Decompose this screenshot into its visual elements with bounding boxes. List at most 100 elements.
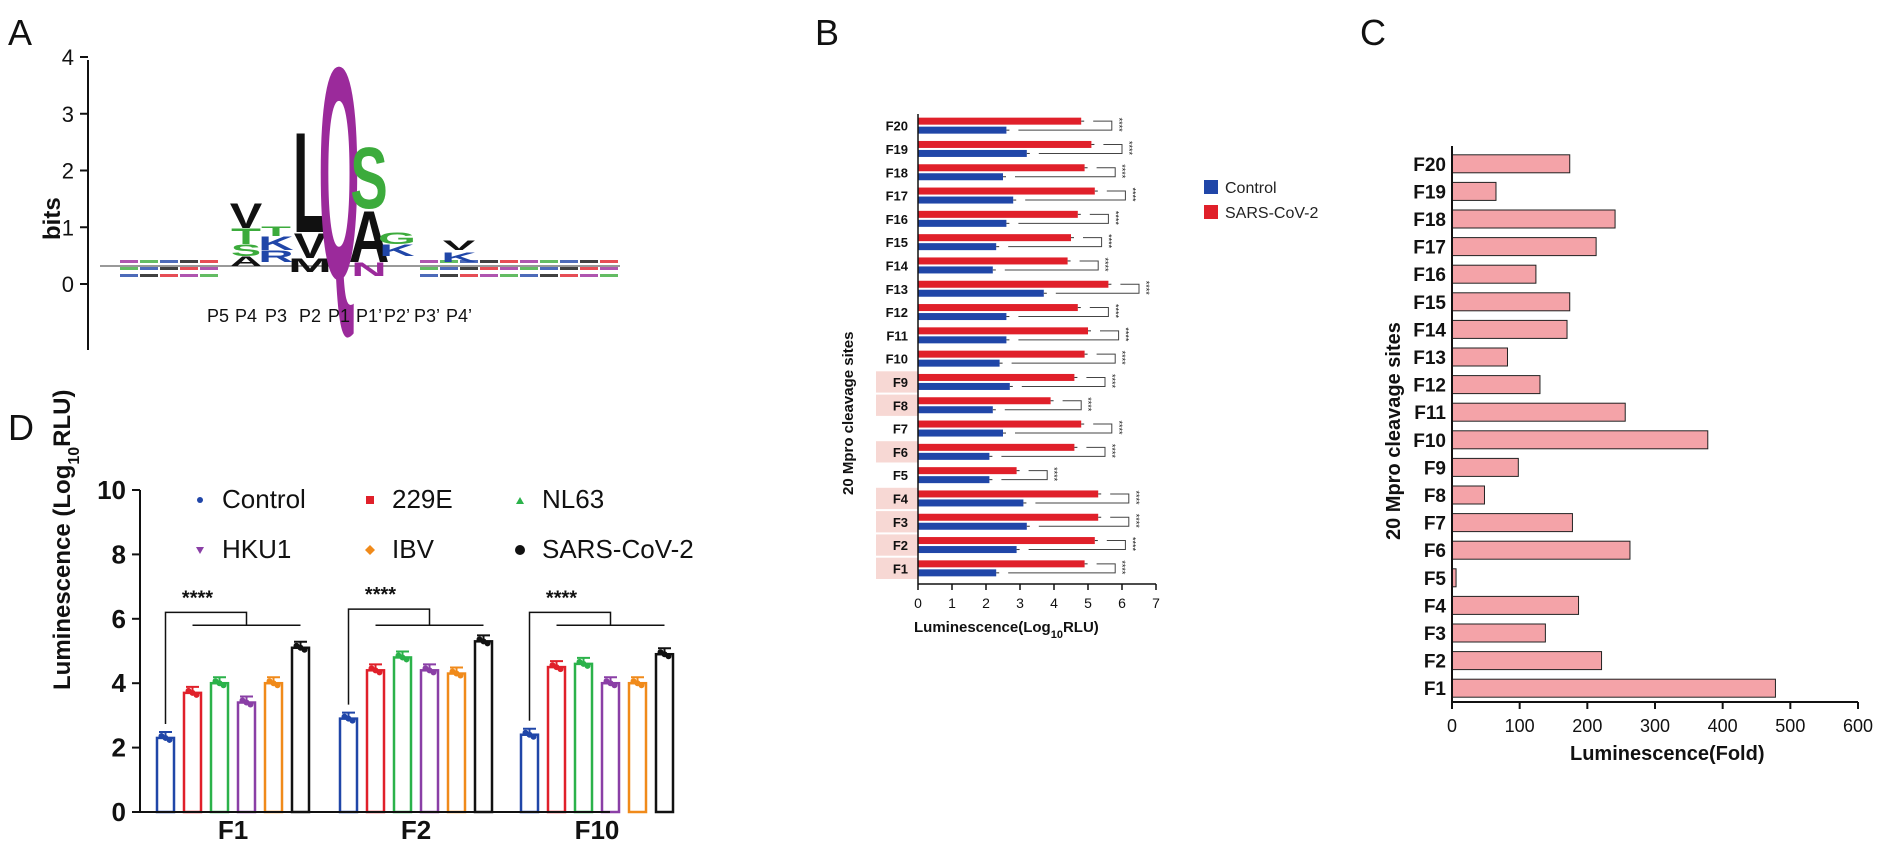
b-significance-f13: **** xyxy=(1141,281,1151,296)
logo-letter-p4-s: S xyxy=(231,242,261,260)
b-y-label: 20 Mpro cleavage sites xyxy=(840,332,857,495)
d-bar-ibv-f10 xyxy=(627,681,648,814)
b-bracket-f12 xyxy=(1018,307,1109,318)
d-bars xyxy=(155,634,675,814)
logo-y-ticks: 0 1 2 3 4 xyxy=(62,45,88,297)
b-bar-control-f4 xyxy=(918,499,1024,507)
logo-background-mark xyxy=(500,274,518,277)
logo-background-mark xyxy=(140,267,158,270)
d-bar-hku1-f2 xyxy=(419,669,440,814)
logo-background-mark xyxy=(180,260,198,263)
c-category-label-f17: F17 xyxy=(1413,238,1446,259)
c-bar-f7 xyxy=(1451,513,1573,533)
c-bar-f6 xyxy=(1451,540,1631,560)
d-point-sars-cov-2-f2 xyxy=(484,640,491,647)
logo-y-tick-label: 2 xyxy=(62,159,74,184)
b-category-label-f12: F12 xyxy=(886,305,908,320)
panel-b-bar-chart: 20 Mpro cleavage sites **** **** **** **** *… xyxy=(840,114,1318,641)
d-legend-label-control: Control xyxy=(222,484,306,514)
c-category-label-f1: F1 xyxy=(1424,679,1447,700)
d-point-hku1-f2 xyxy=(430,669,437,676)
b-bracket-f1 xyxy=(1008,563,1116,574)
c-x-tick-label-600: 600 xyxy=(1843,716,1873,736)
b-category-label-f13: F13 xyxy=(886,282,908,297)
d-legend-marker-control xyxy=(197,497,203,503)
b-significance: ****************************************… xyxy=(1001,118,1151,575)
b-significance-f14: **** xyxy=(1100,257,1110,272)
b-category-label-f4: F4 xyxy=(893,491,909,506)
b-highlight-f4 xyxy=(876,487,918,510)
b-bracket-f9 xyxy=(1021,376,1106,387)
logo-letter-p2-m: M xyxy=(288,255,332,276)
c-category-label-f13: F13 xyxy=(1413,348,1446,369)
logo-background-mark xyxy=(120,267,138,270)
d-bracket-f1 xyxy=(164,611,248,724)
logo-background-mark xyxy=(480,260,498,263)
logo-letter-p4-v: V xyxy=(230,196,263,236)
c-axes: F20F19F18F17F16F15F14F13F12F11F10F9F8F7F… xyxy=(1413,146,1873,736)
b-significance-f3: **** xyxy=(1131,514,1141,529)
logo-letter-p2-k: K xyxy=(379,241,414,259)
panel-label-d: D xyxy=(8,407,34,448)
c-x-tick-label-500: 500 xyxy=(1775,716,1805,736)
logo-background-mark xyxy=(580,274,598,277)
c-x-tick-label-400: 400 xyxy=(1708,716,1738,736)
logo-position-p2: P2’ xyxy=(384,306,410,326)
b-bracket-f2 xyxy=(1028,540,1126,551)
b-bracket-f20 xyxy=(1018,120,1113,131)
b-bar-control-f18 xyxy=(918,173,1003,181)
c-bars xyxy=(1451,154,1776,698)
b-significance-f5: **** xyxy=(1049,467,1059,482)
b-bar-sars-f5 xyxy=(918,467,1017,475)
logo-background-mark xyxy=(140,260,158,263)
c-x-tick-label-0: 0 xyxy=(1447,716,1457,736)
panel-label-a: A xyxy=(8,12,32,53)
d-bar-229e-f1 xyxy=(182,691,203,814)
b-bar-sars-f7 xyxy=(918,420,1082,428)
b-bar-control-f3 xyxy=(918,522,1027,530)
b-highlight-f9 xyxy=(876,371,918,393)
c-bar-f12 xyxy=(1451,375,1541,395)
logo-background-mark xyxy=(600,274,618,277)
c-category-label-f6: F6 xyxy=(1424,541,1446,562)
b-bar-control-f5 xyxy=(918,476,990,484)
c-bar-f19 xyxy=(1451,181,1497,201)
logo-background-mark xyxy=(160,267,178,270)
c-bar-f11 xyxy=(1451,402,1626,422)
d-bar-hku1-f10 xyxy=(600,681,621,814)
b-significance-f12: **** xyxy=(1110,304,1120,319)
logo-letter-p3-k: K xyxy=(258,232,294,254)
b-category-label-f17: F17 xyxy=(886,189,908,204)
c-x-tick-label-300: 300 xyxy=(1640,716,1670,736)
logo-background-mark xyxy=(460,267,478,270)
c-category-label-f5: F5 xyxy=(1424,569,1447,590)
d-bar-control-f10 xyxy=(519,733,540,814)
d-bar-control-f2 xyxy=(338,717,359,814)
c-bar-f15 xyxy=(1451,292,1571,312)
c-category-label-f15: F15 xyxy=(1413,293,1446,314)
d-point-hku1-f10 xyxy=(611,682,618,689)
b-significance-f16: **** xyxy=(1110,211,1120,226)
d-point-nl63-f1 xyxy=(220,682,227,689)
panel-c-bar-chart: 20 Mpro cleavage sites F20F19F18F17F16F1… xyxy=(1383,146,1873,765)
logo-background-mark xyxy=(120,260,138,263)
c-x-tick-label-200: 200 xyxy=(1572,716,1602,736)
panel-label-c: C xyxy=(1360,12,1386,53)
logo-background-mark xyxy=(600,267,618,270)
b-bar-control-f9 xyxy=(918,382,1010,390)
c-category-label-f16: F16 xyxy=(1413,265,1446,286)
logo-background-mark xyxy=(580,267,598,270)
b-bar-sars-f3 xyxy=(918,513,1099,521)
b-bar-control-f6 xyxy=(918,452,990,460)
logo-background-mark xyxy=(540,267,558,270)
d-bar-nl63-f2 xyxy=(392,656,413,814)
b-category-label-f3: F3 xyxy=(893,515,908,530)
d-y-tick-label-8: 8 xyxy=(112,539,126,569)
b-category-label-f15: F15 xyxy=(886,235,908,250)
logo-background-mark xyxy=(540,274,558,277)
d-category-label-f2: F2 xyxy=(401,815,431,845)
b-x-tick-label-1: 1 xyxy=(948,595,956,611)
d-point-229e-f10 xyxy=(557,666,564,673)
logo-y-tick-label: 0 xyxy=(62,272,74,297)
